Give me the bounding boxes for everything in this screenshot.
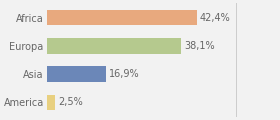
Text: 2,5%: 2,5% <box>58 97 83 107</box>
Text: 38,1%: 38,1% <box>184 41 215 51</box>
Bar <box>46 10 197 25</box>
Bar <box>46 66 106 82</box>
Text: 16,9%: 16,9% <box>109 69 140 79</box>
Text: 42,4%: 42,4% <box>199 13 230 23</box>
Bar <box>46 38 181 54</box>
Bar <box>46 95 55 110</box>
